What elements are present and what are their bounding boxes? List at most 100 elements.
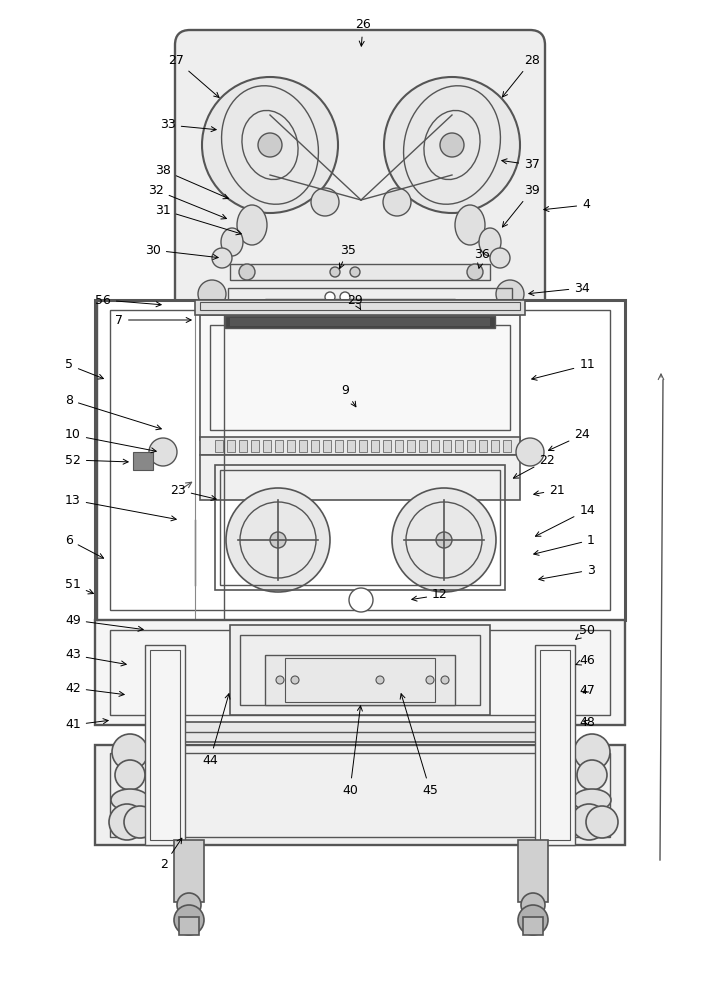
Bar: [523, 917, 543, 935]
Text: 51: 51: [65, 578, 93, 594]
Bar: [133, 452, 153, 470]
Circle shape: [212, 248, 232, 268]
Text: 8: 8: [65, 393, 161, 430]
Text: 13: 13: [65, 493, 176, 521]
Circle shape: [521, 893, 545, 917]
Bar: [240, 635, 480, 705]
Text: 37: 37: [502, 158, 540, 172]
Text: 44: 44: [202, 694, 230, 766]
Circle shape: [198, 280, 226, 308]
Bar: [431, 440, 439, 452]
Bar: [95, 300, 625, 620]
Bar: [150, 650, 180, 840]
Bar: [230, 625, 490, 715]
Bar: [210, 325, 510, 430]
Bar: [200, 455, 520, 500]
Bar: [145, 645, 185, 845]
Bar: [407, 440, 415, 452]
Text: 14: 14: [536, 504, 595, 536]
Circle shape: [577, 760, 607, 790]
Ellipse shape: [455, 205, 485, 245]
Text: 11: 11: [531, 359, 595, 380]
Text: 46: 46: [576, 654, 595, 666]
Circle shape: [350, 267, 360, 277]
Bar: [200, 315, 520, 440]
Circle shape: [174, 905, 204, 935]
Text: 29: 29: [347, 294, 363, 309]
Circle shape: [258, 133, 282, 157]
Circle shape: [149, 438, 177, 466]
Text: 33: 33: [160, 118, 216, 132]
Text: 22: 22: [513, 454, 555, 478]
Text: 21: 21: [534, 484, 565, 496]
Text: 34: 34: [529, 282, 590, 296]
Circle shape: [441, 676, 449, 684]
Bar: [95, 620, 625, 725]
Circle shape: [325, 292, 335, 302]
Text: 6: 6: [65, 534, 103, 558]
Circle shape: [372, 677, 388, 693]
Bar: [311, 440, 319, 452]
Bar: [467, 440, 475, 452]
Circle shape: [467, 264, 483, 280]
Circle shape: [574, 734, 610, 770]
Text: 38: 38: [155, 163, 228, 199]
Circle shape: [518, 905, 548, 935]
Ellipse shape: [111, 789, 149, 811]
Circle shape: [440, 133, 464, 157]
Circle shape: [291, 676, 299, 684]
Bar: [265, 655, 455, 705]
Circle shape: [330, 267, 340, 277]
Bar: [383, 440, 391, 452]
Text: 12: 12: [412, 588, 448, 601]
FancyBboxPatch shape: [175, 30, 545, 315]
Circle shape: [340, 292, 350, 302]
Bar: [110, 630, 610, 715]
Bar: [287, 440, 295, 452]
Bar: [347, 440, 355, 452]
Bar: [220, 470, 500, 585]
Bar: [479, 440, 487, 452]
Bar: [110, 310, 610, 610]
Bar: [195, 300, 525, 315]
Circle shape: [490, 248, 510, 268]
Bar: [263, 440, 271, 452]
Text: 28: 28: [503, 53, 540, 97]
Text: 36: 36: [474, 248, 490, 268]
Bar: [179, 917, 199, 935]
Circle shape: [384, 77, 520, 213]
Bar: [290, 301, 430, 315]
Bar: [230, 318, 490, 326]
Text: 40: 40: [342, 706, 362, 796]
Text: 56: 56: [95, 294, 161, 307]
Circle shape: [202, 77, 338, 213]
Text: 43: 43: [65, 648, 126, 666]
Bar: [275, 440, 283, 452]
Circle shape: [383, 188, 411, 216]
Circle shape: [109, 804, 145, 840]
Bar: [419, 440, 427, 452]
Circle shape: [115, 760, 145, 790]
Text: 26: 26: [355, 18, 371, 46]
Text: 39: 39: [503, 184, 540, 227]
Bar: [227, 440, 235, 452]
Text: 35: 35: [339, 243, 356, 268]
Circle shape: [376, 676, 384, 684]
Text: 5: 5: [65, 359, 103, 379]
Text: 10: 10: [65, 428, 156, 453]
Circle shape: [436, 532, 452, 548]
Polygon shape: [95, 300, 195, 610]
Bar: [215, 440, 223, 452]
Ellipse shape: [479, 228, 501, 256]
Circle shape: [392, 677, 408, 693]
Bar: [335, 440, 343, 452]
Bar: [518, 840, 548, 902]
Bar: [535, 645, 575, 845]
Text: 7: 7: [115, 314, 191, 326]
Bar: [228, 288, 512, 300]
Circle shape: [376, 304, 384, 312]
Text: 31: 31: [155, 204, 241, 235]
Circle shape: [326, 671, 354, 699]
Bar: [359, 440, 367, 452]
Bar: [200, 302, 520, 310]
